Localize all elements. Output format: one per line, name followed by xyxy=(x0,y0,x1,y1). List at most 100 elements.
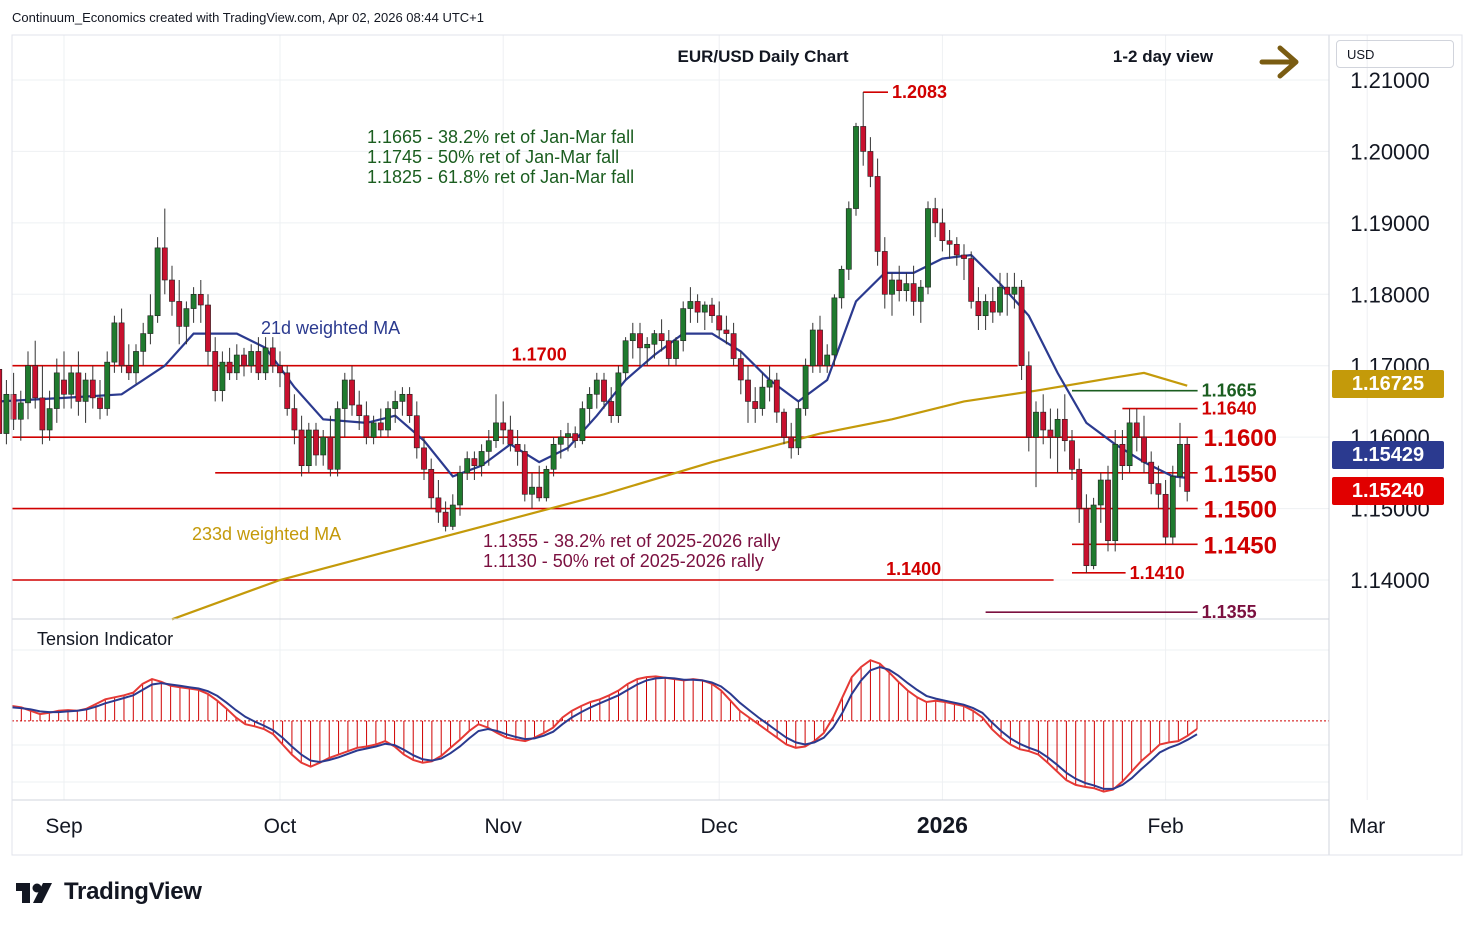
candle-body xyxy=(25,365,31,404)
candle xyxy=(853,122,859,216)
fib-top-line-3: 1.1825 - 61.8% ret of Jan-Mar fall xyxy=(367,167,634,187)
candle xyxy=(61,351,67,409)
candle xyxy=(154,237,161,323)
candle-body xyxy=(197,293,204,306)
candle xyxy=(701,301,708,330)
candle xyxy=(615,365,622,423)
candle xyxy=(327,415,334,477)
candle xyxy=(1184,437,1191,502)
candle-body xyxy=(320,436,327,456)
candle xyxy=(917,280,924,323)
candle-body xyxy=(377,422,384,431)
fib-bottom-line-2: 1.1130 - 50% ret of 2025-2026 rally xyxy=(483,551,764,571)
candle-body xyxy=(500,422,507,431)
candle xyxy=(586,387,593,423)
candle-body xyxy=(910,283,917,302)
candle-body xyxy=(1061,418,1068,442)
candle xyxy=(680,301,687,352)
candle xyxy=(248,344,255,373)
candle xyxy=(233,344,240,380)
candle xyxy=(601,372,607,409)
candle-body xyxy=(687,301,694,309)
candle-body xyxy=(881,251,888,295)
candle-body xyxy=(572,433,579,442)
candle xyxy=(579,401,586,445)
candle xyxy=(269,337,276,373)
candle-body xyxy=(349,379,355,406)
candle xyxy=(845,201,852,280)
candle xyxy=(1126,408,1133,473)
candle-body xyxy=(104,361,111,409)
candle xyxy=(17,390,24,441)
candle-body xyxy=(97,397,103,409)
candle xyxy=(0,368,3,434)
candle-body xyxy=(997,286,1003,313)
chart-title: EUR/USD Daily Chart xyxy=(678,47,849,66)
candle xyxy=(565,422,571,452)
price-tag-wma21: 1.15429 xyxy=(1332,441,1444,469)
candle-body xyxy=(802,365,809,409)
candle-body xyxy=(464,458,471,474)
brand[interactable]: TradingView xyxy=(16,878,202,906)
level-label: 1.1355 xyxy=(1202,602,1257,622)
candle xyxy=(349,365,355,416)
candle xyxy=(471,451,478,480)
candle-body xyxy=(939,222,946,242)
candlesticks xyxy=(0,92,1191,573)
candle xyxy=(313,422,319,466)
level-label: 1.1450 xyxy=(1204,532,1277,559)
x-tick-label: Sep xyxy=(45,815,82,838)
candle-body xyxy=(529,486,535,495)
candle xyxy=(1054,408,1061,473)
candle-body xyxy=(435,497,442,513)
candle-body xyxy=(89,379,96,399)
candle-body xyxy=(586,393,593,409)
candle-body xyxy=(925,208,931,288)
candle-body xyxy=(1004,286,1011,295)
fib-top-line-1: 1.1665 - 38.2% ret of Jan-Mar fall xyxy=(367,127,634,147)
currency-button[interactable]: USD xyxy=(1336,40,1454,68)
candle xyxy=(716,301,723,338)
candle xyxy=(975,287,982,330)
candle xyxy=(752,387,759,423)
candle-body xyxy=(291,408,298,431)
candle xyxy=(478,444,485,477)
candle-body xyxy=(1047,429,1054,438)
candle-body xyxy=(493,422,499,442)
candle-body xyxy=(953,243,960,256)
level-label: 1.1700 xyxy=(512,345,567,365)
candle-body xyxy=(406,393,413,417)
candle-body xyxy=(413,415,420,449)
candle-body xyxy=(932,208,939,224)
candle-body xyxy=(557,436,564,445)
candle-body xyxy=(860,126,867,152)
y-tick-label: 1.20000 xyxy=(1350,139,1430,164)
candle xyxy=(1148,451,1155,495)
candle xyxy=(1025,351,1032,452)
candle-body xyxy=(478,451,485,467)
attribution: Continuum_Economics created with Trading… xyxy=(12,10,484,25)
level-label: 1.1410 xyxy=(1130,563,1185,583)
candle-body xyxy=(1126,422,1133,467)
candle xyxy=(781,408,787,445)
candle-body xyxy=(3,393,10,434)
candle xyxy=(989,287,996,323)
candle xyxy=(89,365,96,409)
candle-body xyxy=(651,333,658,345)
candle xyxy=(262,337,269,380)
candle xyxy=(298,415,305,477)
candle xyxy=(939,208,946,252)
candle xyxy=(910,265,917,316)
candle-body xyxy=(392,401,399,409)
candle-body xyxy=(565,433,571,438)
candle-body xyxy=(32,365,39,399)
candle xyxy=(795,401,802,455)
candle-body xyxy=(917,286,924,302)
indicator-signal-line xyxy=(11,665,1198,790)
candle xyxy=(1018,280,1025,380)
candle xyxy=(291,394,298,445)
x-tick-label: Mar xyxy=(1349,815,1385,838)
candle xyxy=(1004,272,1011,316)
candle xyxy=(687,287,694,323)
candle xyxy=(572,426,579,448)
